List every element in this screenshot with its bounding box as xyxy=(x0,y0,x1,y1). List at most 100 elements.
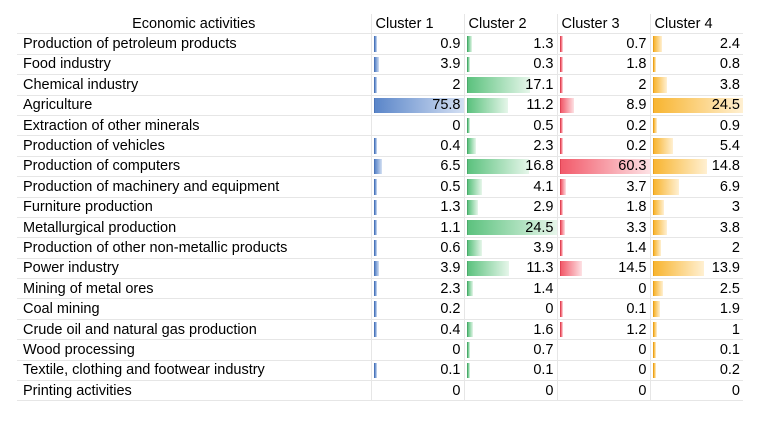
cluster-2-bar xyxy=(466,260,509,277)
table-row: Production of machinery and equipment 0.5… xyxy=(17,176,743,198)
cluster-2-value: 0.7 xyxy=(533,341,554,358)
table-row: Agriculture 75.8 11.2 8.9 24.5 xyxy=(17,95,743,116)
cluster-2-cell: 24.5 xyxy=(463,217,557,239)
cluster-4-cell: 6.9 xyxy=(649,176,743,198)
cluster-1-bar xyxy=(373,77,377,93)
cluster-1-bar xyxy=(373,36,377,52)
table-row: Production of petroleum products 0.9 1.3 0.… xyxy=(17,33,743,55)
cluster-3-cell: 14.5 xyxy=(556,258,650,280)
cluster-3-bar xyxy=(559,36,563,52)
cluster-1-bar xyxy=(373,56,380,73)
cluster-2-bar xyxy=(466,138,476,154)
cluster-1-value: 1.3 xyxy=(440,199,461,216)
cluster-4-value: 3.8 xyxy=(719,76,740,93)
cluster-2-bar xyxy=(466,77,530,93)
cluster-4-value: 2 xyxy=(731,239,740,256)
cluster-4-bar xyxy=(652,158,708,175)
cluster-3-bar xyxy=(559,199,564,215)
cluster-2-bar xyxy=(466,36,473,52)
cluster-2-bar xyxy=(466,97,509,113)
activity-label: Production of computers xyxy=(17,156,371,178)
table-row: Furniture production 1.3 2.9 1.8 3 xyxy=(17,197,743,218)
cluster-1-value: 0.2 xyxy=(440,301,461,318)
cluster-2-value: 16.8 xyxy=(525,158,554,175)
cluster-4-bar xyxy=(652,321,658,338)
cluster-3-cell: 2 xyxy=(556,74,650,96)
cluster-1-bar xyxy=(373,199,377,215)
cluster-2-cell: 0.7 xyxy=(463,339,557,361)
cluster-2-cell: 3.9 xyxy=(463,237,557,259)
cluster-1-bar xyxy=(373,301,377,317)
activity-label: Chemical industry xyxy=(17,74,371,96)
cluster-1-cell: 1.1 xyxy=(370,217,464,239)
cluster-4-cell: 3.8 xyxy=(649,217,743,239)
cluster-3-cell: 0 xyxy=(556,380,650,402)
cluster-4-bar xyxy=(652,199,665,215)
cluster-1-value: 0.1 xyxy=(440,362,461,379)
cluster-3-value: 0.1 xyxy=(626,301,647,318)
cluster-4-cell: 14.8 xyxy=(649,156,743,178)
cluster-2-cell: 0 xyxy=(463,298,557,320)
cluster-2-value: 0.1 xyxy=(533,362,554,379)
cluster-2-value: 2.9 xyxy=(533,199,554,216)
activity-label: Wood processing xyxy=(17,339,371,361)
cluster-4-cell: 0.9 xyxy=(649,115,743,137)
cluster-1-value: 0.6 xyxy=(440,239,461,256)
cluster-3-bar xyxy=(559,301,563,317)
cluster-1-bar xyxy=(373,260,380,277)
cluster-4-bar xyxy=(652,36,663,52)
cluster-4-value: 0.8 xyxy=(719,56,740,73)
cluster-4-value: 1.9 xyxy=(719,301,740,318)
table-row: Production of other non-metallic product… xyxy=(17,237,743,259)
cluster-1-value: 2 xyxy=(452,76,461,93)
cluster-3-value: 0.7 xyxy=(626,36,647,53)
cluster-4-cell: 1.9 xyxy=(649,298,743,320)
cluster-1-cell: 75.8 xyxy=(370,95,464,116)
cluster-2-cell: 2.3 xyxy=(463,135,557,157)
cluster-4-cell: 3 xyxy=(649,197,743,218)
cluster-1-cell: 2 xyxy=(370,74,464,96)
cluster-3-bar xyxy=(559,321,563,338)
cluster-2-bar xyxy=(466,362,470,379)
cluster-2-cell: 0.5 xyxy=(463,115,557,137)
table-row: Mining of metal ores 2.3 1.4 0 2.5 xyxy=(17,278,743,300)
cluster-1-cell: 0.6 xyxy=(370,237,464,259)
cluster-4-cell: 5.4 xyxy=(649,135,743,157)
cluster-1-cell: 0.4 xyxy=(370,319,464,341)
cluster-1-cell: 3.9 xyxy=(370,258,464,280)
cluster-2-cell: 11.3 xyxy=(463,258,557,280)
cluster-3-value: 0 xyxy=(638,280,647,297)
cluster-4-cell: 2 xyxy=(649,237,743,259)
cluster-4-value: 0.9 xyxy=(719,117,740,134)
cluster-1-header: Cluster 1 xyxy=(370,14,464,35)
cluster-3-bar xyxy=(559,138,563,154)
cluster-4-value: 0 xyxy=(731,382,740,399)
cluster-3-value: 0 xyxy=(638,382,647,399)
table-row: Wood processing 0 0.7 0 0.1 xyxy=(17,339,743,361)
cluster-2-value: 0.5 xyxy=(533,117,554,134)
activity-label: Furniture production xyxy=(17,197,371,218)
cluster-1-value: 0.4 xyxy=(440,138,461,155)
cluster-3-bar xyxy=(559,117,563,134)
activity-label: Printing activities xyxy=(17,380,371,402)
cluster-2-value: 11.3 xyxy=(526,260,554,277)
cluster-1-cell: 0.2 xyxy=(370,298,464,320)
cluster-1-bar xyxy=(373,321,377,338)
cluster-4-cell: 0.1 xyxy=(649,339,743,361)
cluster-1-bar xyxy=(373,158,383,175)
cluster-3-cell: 60.3 xyxy=(556,156,650,178)
cluster-1-cell: 0.1 xyxy=(370,360,464,382)
cluster-2-header: Cluster 2 xyxy=(463,14,557,35)
cluster-1-bar xyxy=(373,179,377,195)
cluster-4-bar xyxy=(652,179,679,195)
table-row: Metallurgical production 1.1 24.5 3.3 3.8 xyxy=(17,217,743,239)
activity-label: Power industry xyxy=(17,258,371,280)
cluster-3-bar xyxy=(559,219,566,236)
table-row: Power industry 3.9 11.3 14.5 13.9 xyxy=(17,258,743,280)
cluster-2-value: 17.1 xyxy=(525,76,554,93)
cluster-2-cell: 2.9 xyxy=(463,197,557,218)
cluster-1-bar xyxy=(373,281,378,297)
cluster-2-value: 0.3 xyxy=(533,56,554,73)
cluster-3-value: 1.2 xyxy=(626,321,647,338)
cluster-4-value: 3.8 xyxy=(719,219,740,236)
